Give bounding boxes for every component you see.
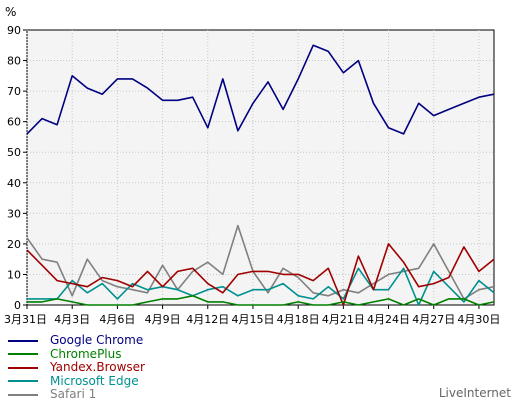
series-lines bbox=[26, 44, 495, 306]
series-line-safari-1 bbox=[26, 224, 495, 300]
x-tick-label: 4月24日 bbox=[367, 313, 410, 326]
legend-swatch bbox=[8, 380, 38, 383]
legend-item: Google Chrome bbox=[8, 334, 145, 348]
y-tick-label: 80 bbox=[7, 55, 21, 68]
series-line-microsoft-edge bbox=[27, 267, 495, 306]
x-tick-label: 3月31日 bbox=[4, 313, 47, 326]
y-tick-label: 50 bbox=[7, 146, 21, 159]
legend-swatch bbox=[8, 353, 38, 356]
y-tick-label: 70 bbox=[7, 85, 21, 98]
x-tick-label: 4月15日 bbox=[231, 313, 274, 326]
x-tick-label: 4月12日 bbox=[186, 313, 229, 326]
legend-swatch bbox=[8, 366, 38, 369]
brand-label: LiveInternet bbox=[438, 386, 511, 400]
x-tick-label: 4月30日 bbox=[457, 313, 500, 326]
series-line-yandex-browser bbox=[26, 243, 495, 306]
legend-label: Microsoft Edge bbox=[50, 373, 139, 388]
y-tick-label: 90 bbox=[7, 24, 21, 37]
legend-swatch bbox=[8, 393, 38, 396]
legend-label: ChromePlus bbox=[50, 346, 122, 361]
x-tick-label: 4月18日 bbox=[277, 313, 320, 326]
y-axis-unit: % bbox=[5, 5, 16, 19]
y-tick-label: 30 bbox=[7, 207, 21, 220]
x-tick-label: 4月21日 bbox=[322, 313, 365, 326]
legend-item: Yandex.Browser bbox=[8, 361, 145, 375]
x-tick-label: 4月6日 bbox=[99, 313, 135, 326]
legend-label: Yandex.Browser bbox=[50, 360, 145, 375]
x-tick-label: 4月27日 bbox=[412, 313, 455, 326]
y-tick-label: 10 bbox=[7, 268, 21, 281]
x-tick-label: 4月3日 bbox=[54, 313, 90, 326]
series-line-chromeplus bbox=[27, 294, 495, 306]
legend-item: Microsoft Edge bbox=[8, 373, 145, 389]
x-tick-label: 4月9日 bbox=[145, 313, 181, 326]
plot-area bbox=[26, 29, 495, 306]
y-tick-label: 20 bbox=[7, 238, 21, 251]
legend-item: Safari 1 bbox=[8, 388, 145, 402]
legend: Google Chrome ChromePlus Yandex.Browser Mic… bbox=[8, 334, 145, 402]
series-line-google-chrome bbox=[26, 44, 495, 135]
x-axis-ticks: 3月31日 4月3日 4月6日 4月9日 4月12日 4月15日 4月18日 4月21日 4月2… bbox=[4, 305, 500, 326]
legend-label: Google Chrome bbox=[50, 333, 144, 348]
y-tick-label: 60 bbox=[7, 116, 21, 129]
y-tick-label: 0 bbox=[14, 299, 21, 312]
y-tick-label: 40 bbox=[7, 177, 21, 190]
legend-swatch bbox=[8, 339, 38, 342]
legend-item: ChromePlus bbox=[8, 346, 145, 362]
chart: % 0 10 20 30 40 50 60 70 80 90 3月31日 4月3日 4月6日 4月9日 4… bbox=[4, 5, 500, 326]
legend-label: Safari 1 bbox=[50, 387, 97, 402]
y-axis-ticks: 0 10 20 30 40 50 60 70 80 90 bbox=[7, 24, 27, 312]
